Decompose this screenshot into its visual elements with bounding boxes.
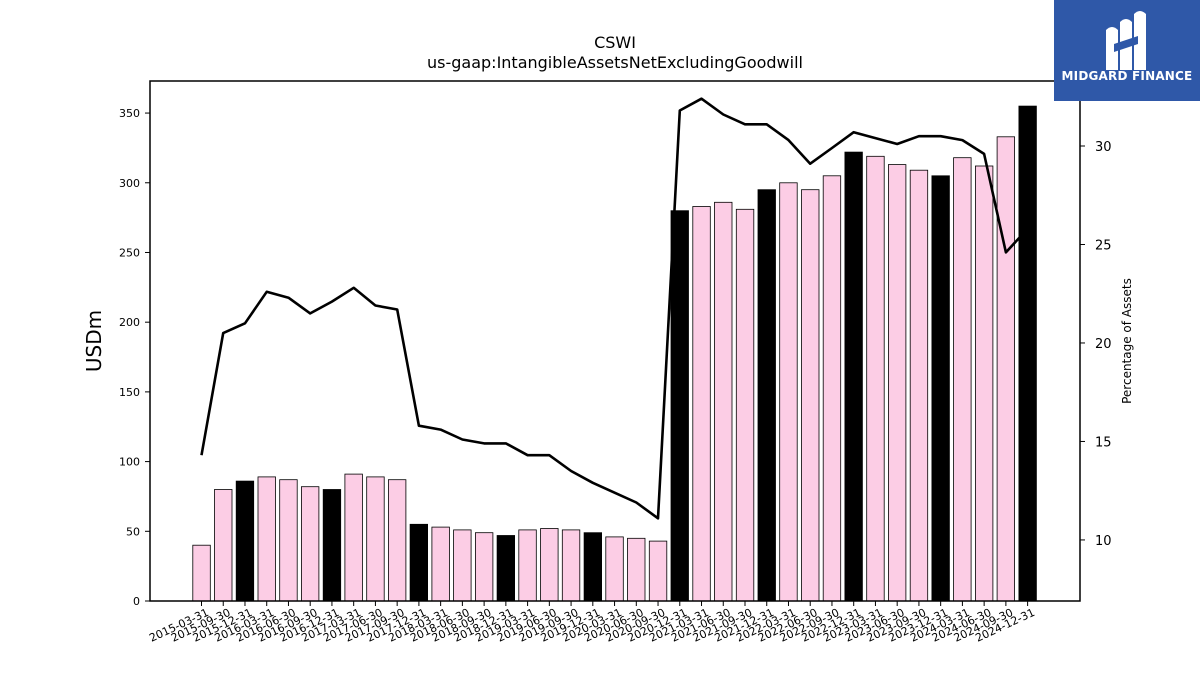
y-tick-label: 250	[119, 246, 140, 259]
bar-2024-12-31	[1018, 105, 1037, 602]
bar-2022-03-31	[779, 182, 798, 602]
bar-2020-12-31	[670, 210, 689, 602]
bar-2019-03-31	[518, 529, 537, 602]
bar-2015-12-31	[235, 480, 255, 602]
bar-2021-12-31	[757, 189, 776, 602]
bar-2023-06-30	[888, 164, 907, 602]
chart-title: CSWI	[594, 33, 636, 52]
y-tick-label: 350	[119, 107, 140, 120]
y-axis-right-label: Percentage of Assets	[1120, 278, 1134, 404]
y-right-tick-label: 20	[1095, 337, 1112, 352]
bar-2017-09-30	[387, 479, 407, 602]
bar-2024-09-30	[996, 136, 1015, 602]
y-right-tick-label: 15	[1095, 435, 1112, 450]
bar-2020-09-30	[648, 540, 668, 602]
bar-2019-06-30	[540, 528, 559, 602]
bar-2021-06-30	[714, 201, 733, 602]
chart-subtitle: us-gaap:IntangibleAssetsNetExcludingGood…	[427, 53, 803, 72]
bar-2018-12-31	[496, 535, 516, 602]
bar-2024-03-31	[953, 157, 972, 602]
brand-logo: MIDGARD FINANCE	[1054, 0, 1200, 101]
bar-2017-03-31	[344, 473, 363, 602]
percentage-line	[200, 97, 1029, 520]
y-tick-label: 0	[133, 595, 140, 608]
bar-2022-12-31	[844, 151, 863, 602]
bar-2022-06-30	[801, 189, 820, 602]
bar-2020-06-30	[627, 537, 646, 602]
bar-2024-06-30	[975, 165, 994, 602]
bar-2021-09-30	[735, 208, 755, 602]
bar-2019-09-30	[561, 529, 581, 602]
y-axis-right: 10 15 20 25 30	[1080, 140, 1112, 549]
x-axis: 2015-03-312015-09-302015-12-312016-03-31…	[147, 601, 1037, 645]
bar-series	[192, 105, 1037, 602]
y-tick-label: 300	[119, 177, 140, 190]
y-axis-label: USDm	[82, 310, 106, 372]
bar-2018-06-30	[453, 529, 472, 602]
bar-2016-03-31	[257, 476, 276, 602]
bar-2023-03-31	[866, 155, 885, 602]
bar-2023-09-30	[909, 169, 929, 602]
y-right-tick-label: 25	[1095, 238, 1112, 253]
bar-2015-09-30	[214, 489, 233, 602]
bar-2018-09-30	[474, 532, 494, 602]
line-series	[200, 97, 1029, 520]
y-right-tick-label: 30	[1095, 140, 1112, 155]
bar-2020-03-31	[605, 536, 624, 602]
brand-name: MIDGARD FINANCE	[1061, 69, 1193, 83]
bar-2023-12-31	[931, 175, 950, 602]
y-right-tick-label: 10	[1095, 534, 1112, 549]
bar-2017-12-31	[409, 523, 429, 602]
bar-2016-06-30	[279, 479, 298, 602]
bar-2016-09-30	[300, 486, 320, 602]
y-tick-label: 50	[126, 525, 140, 538]
y-axis-left: 0 50 100 150 200 250 300 350	[119, 107, 150, 608]
bar-2022-09-30	[822, 175, 842, 602]
y-tick-label: 200	[119, 316, 140, 329]
y-tick-label: 150	[119, 386, 140, 399]
midgard-logo-icon	[1106, 11, 1146, 70]
bar-2016-12-31	[322, 489, 342, 602]
bar-2018-03-31	[431, 526, 450, 602]
bar-2017-06-30	[366, 476, 385, 602]
bar-2015-03-31	[192, 544, 211, 602]
bar-2019-12-31	[583, 532, 602, 602]
y-tick-label: 100	[119, 456, 140, 469]
bar-2021-03-31	[692, 206, 711, 602]
